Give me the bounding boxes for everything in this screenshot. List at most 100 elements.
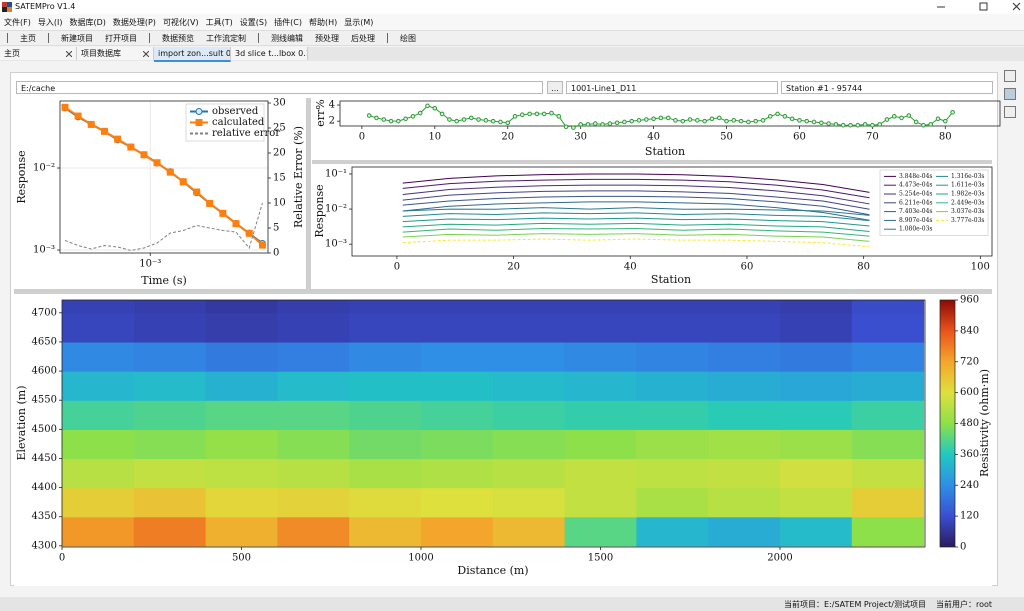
toolbar-button[interactable]: 主页 <box>20 33 36 43</box>
browse-button[interactable]: ... <box>547 81 563 94</box>
side-button[interactable] <box>1004 70 1016 82</box>
heatmap-cell <box>636 400 709 430</box>
x-tick-label: 0 <box>59 553 65 564</box>
toolbar-button[interactable]: 测线编辑 <box>271 33 303 43</box>
station-select[interactable]: Station #1 - 95744 <box>781 81 993 94</box>
window-controls[interactable] <box>930 0 1024 14</box>
window-title: SATEMPro V1.4 <box>15 2 76 11</box>
tab-close[interactable] <box>66 50 72 57</box>
heatmap-cell <box>420 487 494 518</box>
side-button[interactable] <box>1004 106 1016 118</box>
toolbar-button[interactable]: 后处理 <box>351 33 375 43</box>
x-tick-label: 60 <box>793 132 806 143</box>
data-point <box>512 114 518 119</box>
heatmap-cell <box>62 371 135 401</box>
data-point <box>884 117 890 122</box>
heatmap-cell <box>492 429 566 460</box>
toolbar-button[interactable]: 工作流定制 <box>206 33 246 43</box>
x-axis-label: Station <box>645 145 685 158</box>
data-point <box>193 188 201 196</box>
menu-item[interactable]: 显示(M) <box>344 17 374 27</box>
data-point <box>374 115 379 121</box>
menu-item[interactable]: 可视化(V) <box>162 17 199 27</box>
data-point <box>775 111 780 117</box>
data-point <box>665 115 671 121</box>
heatmap-cell <box>277 341 350 372</box>
colorbar-tick-label: 840 <box>960 325 979 336</box>
path-input[interactable]: E:/cache <box>16 81 543 94</box>
data-point <box>556 114 562 119</box>
heatmap-cell <box>564 312 637 343</box>
legend-label: 7.403e-04s <box>899 208 932 215</box>
x-tick-label: 80 <box>939 132 952 143</box>
tab[interactable]: 主页 <box>0 47 77 60</box>
x-tick-label: 1500 <box>588 553 613 564</box>
heatmap-cell <box>779 312 853 343</box>
toolbar-button[interactable]: 新建项目 <box>61 33 93 43</box>
tab-label[interactable]: 3d slice t...lbox 0.1.0 <box>235 49 307 58</box>
heatmap-cell <box>779 487 853 518</box>
save-button[interactable] <box>1004 88 1016 100</box>
menu-item[interactable]: 设置(S) <box>239 17 268 27</box>
data-point <box>600 122 605 127</box>
tab-label[interactable]: 项目数据库 <box>81 49 121 58</box>
data-point <box>87 120 95 128</box>
toolbar-button[interactable]: 预处理 <box>315 33 339 43</box>
data-point <box>767 114 773 119</box>
heatmap-cell <box>133 487 207 518</box>
data-point <box>114 135 122 143</box>
menu-item[interactable]: 工具(T) <box>205 17 233 27</box>
heatmap-cell <box>779 458 853 489</box>
heatmap-cell <box>133 400 207 430</box>
heatmap-cell <box>851 429 925 460</box>
menu-item[interactable]: 文件(F) <box>4 17 31 27</box>
toolbar: 主页 新建项目 打开项目 数据预览 工作流定制 测线编辑 预处理 后处理 绘图 <box>0 30 1024 46</box>
data-point <box>709 116 715 122</box>
heatmap-cell <box>708 312 781 343</box>
x-tick-label: 60 <box>741 262 754 273</box>
data-point <box>258 241 266 249</box>
heatmap-cell <box>277 487 350 518</box>
heatmap-cell <box>133 429 207 460</box>
heatmap-cell <box>851 487 925 518</box>
data-point <box>702 118 707 124</box>
heatmap-cell <box>349 516 422 547</box>
plot-frame <box>61 299 926 548</box>
data-point <box>629 118 635 124</box>
heatmap-cell <box>564 300 637 314</box>
legend-label: 1.080e-03s <box>899 226 932 233</box>
y-axis-label: err% <box>314 99 327 126</box>
plot-frame <box>351 166 993 257</box>
toolbar-button[interactable]: 打开项目 <box>105 33 137 43</box>
data-point <box>549 110 554 116</box>
tab[interactable]: 项目数据库 <box>77 47 154 60</box>
tab-label[interactable]: import zon...sult 0.1.0 <box>158 49 231 58</box>
menu-item[interactable]: 数据库(D) <box>69 17 106 27</box>
heatmap-cell <box>133 516 207 547</box>
data-point <box>483 118 489 123</box>
heatmap-cell <box>277 429 350 460</box>
menu-item[interactable]: 帮助(H) <box>308 17 338 27</box>
tab[interactable]: import zon...sult 0.1.0 <box>154 47 231 62</box>
tab-label[interactable]: 主页 <box>4 49 20 58</box>
menu-item[interactable]: 插件(C) <box>274 17 302 27</box>
tab-close[interactable] <box>143 50 149 57</box>
menu-item[interactable]: 数据处理(P) <box>112 17 156 27</box>
x-tick-label: 1000 <box>408 553 433 564</box>
heatmap-cell <box>205 341 278 372</box>
tab[interactable]: 3d slice t...lbox 0.1.0 <box>231 47 308 60</box>
y-tick-label: 10⁻² <box>325 204 347 215</box>
heatmap-cell <box>851 516 925 547</box>
data-point <box>206 199 214 207</box>
toolbar-button[interactable]: 绘图 <box>400 33 416 43</box>
heatmap-cell <box>349 312 422 343</box>
data-point <box>461 117 467 122</box>
data-point <box>899 115 904 121</box>
menu-item[interactable]: 导入(I) <box>37 17 63 27</box>
data-point <box>921 122 926 128</box>
line-select[interactable]: 1001-Line1_D11 <box>566 81 778 94</box>
toolbar-button[interactable]: 数据预览 <box>162 33 194 43</box>
data-point <box>826 121 831 126</box>
heatmap-cell <box>851 458 925 489</box>
